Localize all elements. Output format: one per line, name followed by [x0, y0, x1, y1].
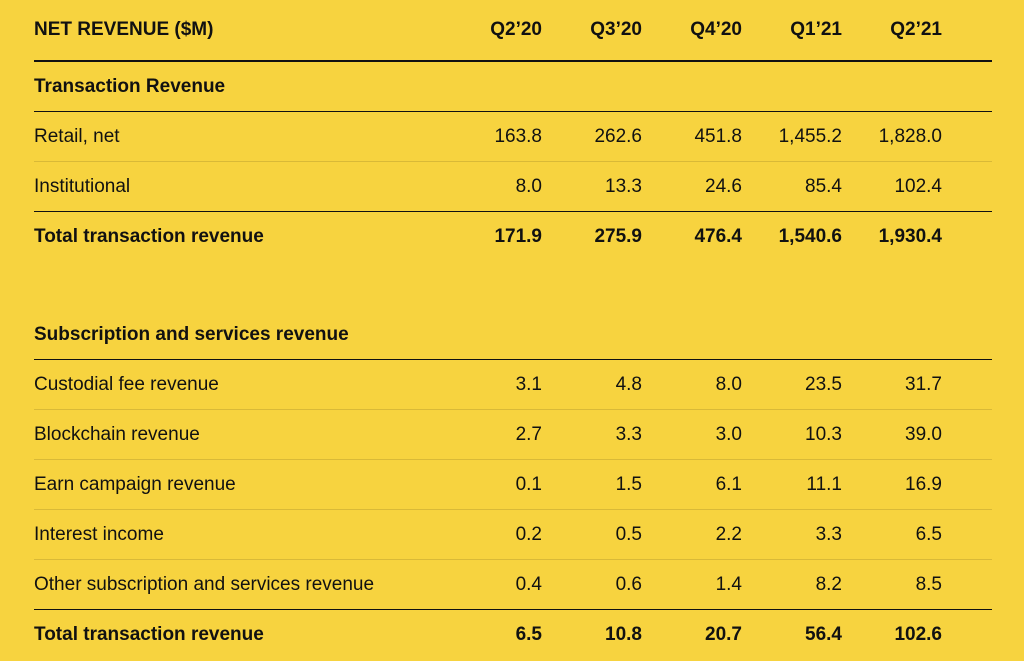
cell-value: 1.4: [715, 573, 742, 595]
cell-value: 262.6: [594, 125, 642, 147]
column-header-q2-21: Q2’21: [890, 19, 942, 40]
cell-value: 6.1: [715, 473, 742, 495]
total-value: 1,540.6: [778, 226, 842, 247]
total-label: Total transaction revenue: [34, 226, 264, 247]
total-value: 56.4: [805, 624, 842, 645]
row-label: Other subscription and services revenue: [34, 573, 375, 595]
cell-value: 0.2: [515, 523, 542, 545]
cell-value: 102.4: [894, 175, 942, 197]
cell-value: 8.0: [515, 175, 542, 197]
section-spacer: [34, 262, 992, 310]
section-label: Subscription and services revenue: [34, 323, 349, 345]
total-value: 10.8: [605, 624, 642, 645]
section-label: Transaction Revenue: [34, 75, 226, 97]
column-header-q3-20: Q3’20: [590, 19, 642, 40]
total-value: 171.9: [494, 226, 542, 247]
cell-value: 6.5: [915, 523, 942, 545]
total-value: 1,930.4: [878, 226, 942, 247]
section-transaction-revenue: Transaction Revenue: [34, 62, 992, 112]
cell-value: 31.7: [905, 373, 942, 395]
row-label: Blockchain revenue: [34, 423, 200, 445]
total-value: 275.9: [594, 226, 642, 247]
total-value: 102.6: [894, 624, 942, 645]
cell-value: 8.0: [715, 373, 742, 395]
table-row: Blockchain revenue 2.7 3.3 3.0 10.3 39.0: [34, 410, 992, 460]
row-label: Institutional: [34, 175, 131, 197]
cell-value: 0.5: [615, 523, 642, 545]
table-row: Institutional 8.0 13.3 24.6 85.4 102.4: [34, 162, 992, 212]
column-header-q1-21: Q1’21: [790, 19, 842, 40]
row-label: Custodial fee revenue: [34, 373, 219, 395]
section-subscription-revenue: Subscription and services revenue: [34, 310, 992, 360]
cell-value: 3.3: [615, 423, 642, 445]
row-label: Interest income: [34, 523, 164, 545]
table-row: Custodial fee revenue 3.1 4.8 8.0 23.5 3…: [34, 360, 992, 410]
cell-value: 24.6: [705, 175, 742, 197]
cell-value: 2.2: [715, 523, 742, 545]
net-revenue-table: NET REVENUE ($M) Q2’20 Q3’20 Q4’20 Q1’21…: [34, 0, 992, 660]
cell-value: 0.6: [615, 573, 642, 595]
cell-value: 1,828.0: [878, 125, 942, 147]
cell-value: 16.9: [905, 473, 942, 495]
cell-value: 39.0: [905, 423, 942, 445]
cell-value: 8.2: [815, 573, 842, 595]
total-label: Total transaction revenue: [34, 624, 264, 645]
table-row: Retail, net 163.8 262.6 451.8 1,455.2 1,…: [34, 112, 992, 162]
cell-value: 0.1: [515, 473, 542, 495]
row-label: Retail, net: [34, 125, 120, 147]
column-header-q2-20: Q2’20: [490, 19, 542, 40]
cell-value: 163.8: [494, 125, 542, 147]
cell-value: 451.8: [694, 125, 742, 147]
cell-value: 2.7: [515, 423, 542, 445]
table-row: Other subscription and services revenue …: [34, 560, 992, 610]
column-header-q4-20: Q4’20: [690, 19, 742, 40]
cell-value: 23.5: [805, 373, 842, 395]
table-title: NET REVENUE ($M): [34, 19, 214, 40]
row-label: Earn campaign revenue: [34, 473, 236, 495]
table-row: Interest income 0.2 0.5 2.2 3.3 6.5: [34, 510, 992, 560]
cell-value: 3.0: [715, 423, 742, 445]
total-value: 6.5: [515, 624, 542, 645]
cell-value: 4.8: [615, 373, 642, 395]
total-value: 20.7: [705, 624, 742, 645]
total-row-transaction: Total transaction revenue 171.9 275.9 47…: [34, 212, 992, 262]
cell-value: 10.3: [805, 423, 842, 445]
cell-value: 85.4: [805, 175, 842, 197]
cell-value: 3.1: [515, 373, 542, 395]
table-row: Earn campaign revenue 0.1 1.5 6.1 11.1 1…: [34, 460, 992, 510]
cell-value: 3.3: [815, 523, 842, 545]
total-row-subscription: Total transaction revenue 6.5 10.8 20.7 …: [34, 610, 992, 660]
total-value: 476.4: [694, 226, 742, 247]
cell-value: 13.3: [605, 175, 642, 197]
cell-value: 1,455.2: [778, 125, 842, 147]
cell-value: 8.5: [915, 573, 942, 595]
cell-value: 1.5: [615, 473, 642, 495]
cell-value: 11.1: [806, 473, 842, 495]
cell-value: 0.4: [515, 573, 542, 595]
table-header: NET REVENUE ($M) Q2’20 Q3’20 Q4’20 Q1’21…: [34, 0, 992, 62]
